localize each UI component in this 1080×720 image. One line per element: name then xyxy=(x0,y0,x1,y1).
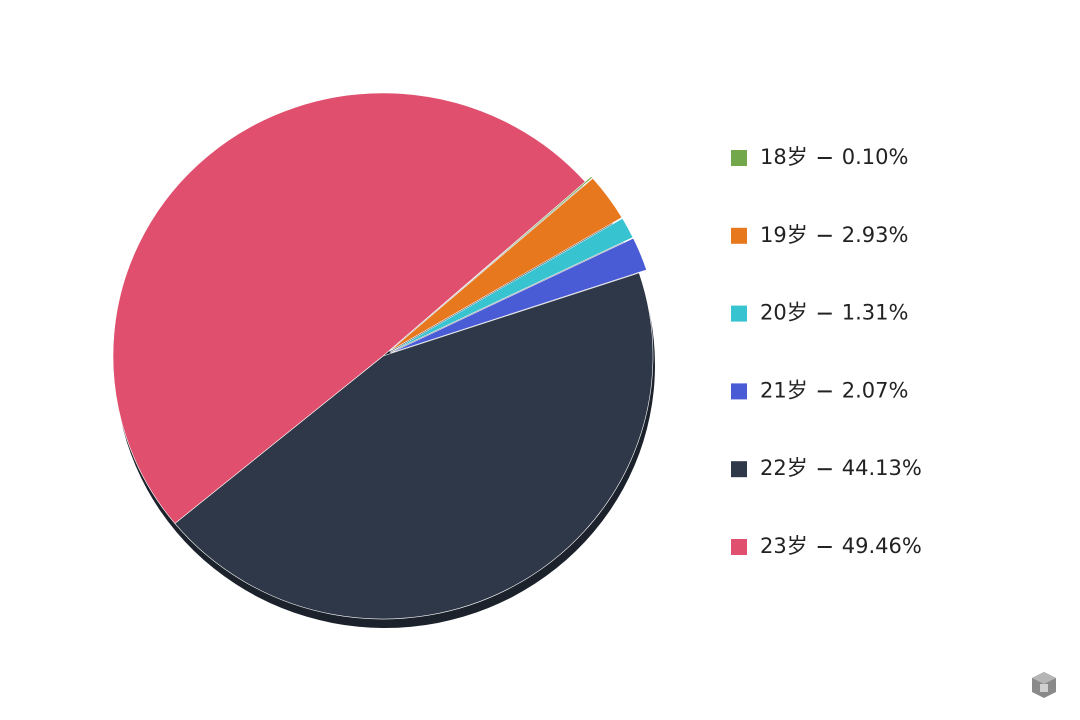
legend-value: 2.07% xyxy=(842,378,909,402)
watermark-icon xyxy=(1032,672,1056,698)
legend-swatch xyxy=(731,305,747,322)
legend-swatch xyxy=(731,539,747,555)
legend-label: 19岁 xyxy=(760,223,808,247)
pie-slice xyxy=(390,237,647,354)
legend-label: 20岁 xyxy=(760,301,808,325)
legend-label: 23岁 xyxy=(760,534,808,558)
legend-value: 2.93% xyxy=(842,223,909,247)
legend-value: 1.31% xyxy=(842,301,909,325)
pie-slice xyxy=(389,217,634,353)
legend-value: 44.13% xyxy=(842,456,922,480)
legend-swatch xyxy=(731,461,747,478)
legend-value: 49.46% xyxy=(842,534,922,558)
legend: 18岁 0.10% 19岁 2.93% 20岁 1.31% 21岁 2.07% 22岁 44.13… xyxy=(731,145,922,558)
legend-label: 18岁 xyxy=(760,145,808,169)
legend-value: 0.10% xyxy=(842,145,909,169)
pie-slice xyxy=(112,92,586,524)
pie xyxy=(112,92,655,628)
legend-label: 21岁 xyxy=(760,378,808,402)
pie-slice xyxy=(389,177,623,352)
legend-label: 22岁 xyxy=(760,456,808,480)
legend-swatch xyxy=(731,150,747,166)
legend-swatch xyxy=(731,383,747,400)
legend-swatch xyxy=(731,227,747,244)
pie-slice xyxy=(174,272,654,620)
